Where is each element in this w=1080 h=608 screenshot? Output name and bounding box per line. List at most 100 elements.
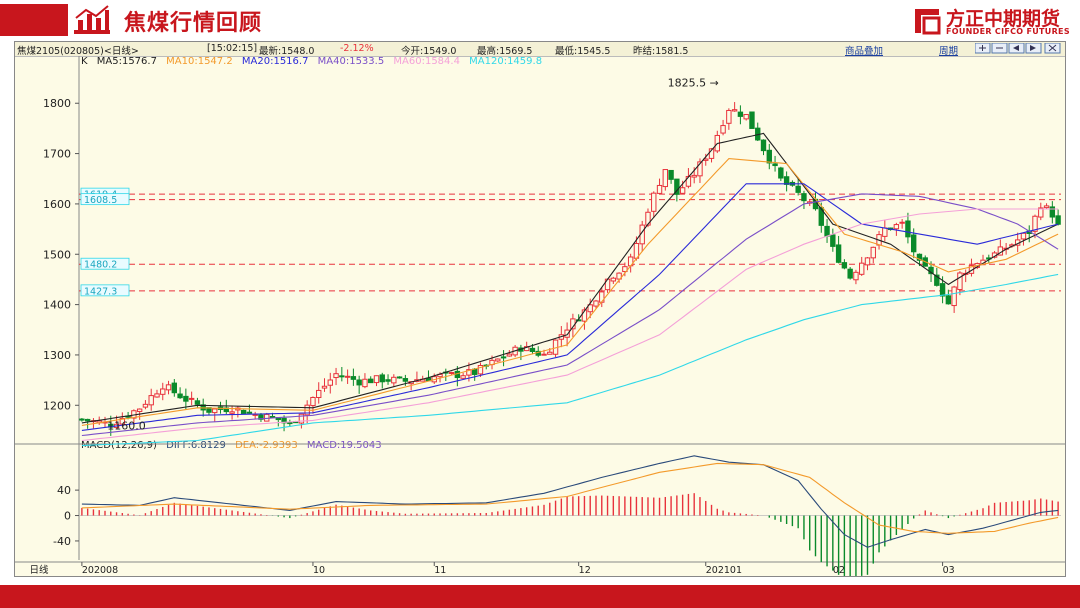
candle-body [835,244,842,263]
candle-body [911,234,917,253]
kline-chart[interactable]: 1200130014001500160017001800400-401619.4… [15,42,1065,576]
ma-line-ma120 [81,273,1059,447]
candle-body [136,408,143,412]
legend-ma120: MA120:1459.8 [469,56,543,67]
candle-body [391,376,397,384]
y-tick-label: 1300 [43,349,71,362]
candle-body [859,262,865,275]
legend-ma60: MA60:1584.4 [393,56,460,67]
candle-body [685,175,692,187]
candle-body [662,169,669,188]
candle-body [824,225,830,237]
candle-body [310,396,316,407]
y-tick-label: 1500 [43,248,71,261]
candle-body [316,389,322,398]
candle-body [368,378,374,384]
candle-body [547,351,553,355]
candle-body [460,375,466,379]
candle-body [79,418,85,421]
x-tick-label: 11 [434,565,446,576]
level-label: 1480.2 [84,260,117,271]
candle-body [246,411,253,414]
candle-body [610,277,617,282]
legend-ma5: MA5:1576.7 [96,56,157,67]
legend-ma40: MA40:1533.5 [317,56,385,67]
candle-body [183,395,189,402]
candle-body [529,347,536,352]
candle-body [327,379,333,386]
candle-body [1043,205,1050,209]
overlay-button[interactable]: 商品叠加 [845,46,884,57]
level-label: 1608.5 [84,195,117,206]
candle-body [708,148,715,159]
candle-body [564,329,570,338]
high-price: 最高:1569.5 [477,46,533,57]
candle-body [616,272,622,280]
candle-body [1055,215,1061,225]
price-annotation: 1825.5 → [668,76,719,89]
macd-dea: DEA:-2.9393 [235,440,298,451]
candle-body [795,185,801,193]
candle-body [853,271,859,281]
candle-body [697,161,703,177]
x-tick-label: 03 [943,565,955,576]
candle-body [882,227,888,237]
chart-window: 焦煤2105(020805)<日线> [15:02:15] 最新:1548.0 … [14,41,1066,577]
candle-body [471,368,478,375]
candle-body [622,266,628,273]
candle-body [893,224,900,230]
x-tick-label: 12 [579,565,591,576]
candle-body [731,109,738,112]
macd-diff: DIFF:6.8129 [166,440,226,451]
candle-body [668,169,674,180]
candle-body [344,375,351,378]
ma-line-ma10 [81,158,1059,426]
slide-footer-bar [0,585,1080,608]
candle-body [84,418,91,422]
macd-tick-label: -40 [53,535,71,548]
candle-body [194,400,201,405]
candle-body [154,393,160,398]
candle-body [645,211,651,226]
candle-body [674,178,680,195]
candle-body [939,283,946,297]
candle-body [298,413,305,424]
candle-body [188,397,195,400]
candle-body [916,253,923,261]
candle-body [379,374,385,383]
ma-legend: K MA5:1576.7 MA10:1547.2 MA20:1516.7 MA4… [81,56,548,67]
candle-body [373,375,380,384]
candle-body [581,309,588,322]
candle-body [749,111,755,129]
candle-body [362,378,368,388]
candle-body [651,192,657,212]
level-label-box [80,284,130,297]
period-button[interactable]: 周期 [939,46,959,57]
candle-body [847,268,853,279]
candle-body [818,207,824,226]
candle-body [385,379,391,382]
candle-body [350,376,357,380]
candle-body [396,376,403,379]
candle-body [783,176,790,185]
candle-body [945,295,952,305]
macd-diff-line [81,455,1059,548]
founder-logo-icon [915,9,941,35]
x-tick-label: 202101 [706,565,742,576]
candle-body [743,114,749,120]
candle-body [240,409,247,415]
candle-body [691,174,697,178]
candle-body [766,149,772,164]
x-tick-label: 10 [313,565,325,576]
candle-body [679,187,686,194]
candle-body [899,221,905,224]
macd-tick-label: 40 [57,484,71,497]
y-tick-label: 1600 [43,198,71,211]
candle-body [229,411,235,414]
candle-body [356,379,362,386]
candle-body [778,167,784,179]
candle-body [506,353,513,357]
level-label-box [80,257,130,270]
open-price: 今开:1549.0 [401,46,457,57]
prev-settle: 昨结:1581.5 [633,46,689,57]
